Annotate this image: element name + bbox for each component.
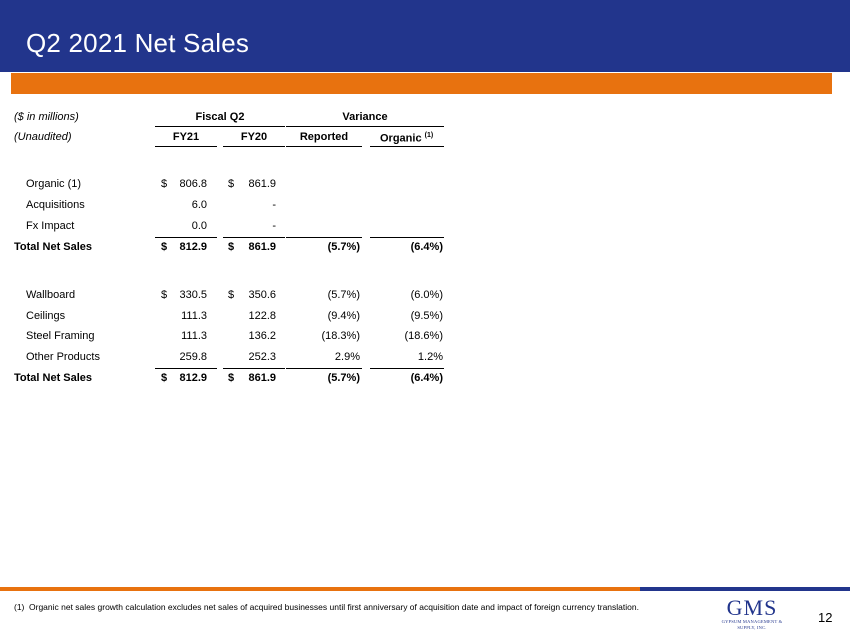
col-fy21-header: FY21 (172, 131, 200, 143)
col-reported-header: Reported (299, 131, 349, 143)
subtotal-line (223, 368, 285, 369)
variance-underline (286, 126, 444, 127)
reported-value: (18.3%) (321, 330, 360, 342)
subtotal-line (370, 237, 444, 238)
fy20-value: 122.8 (248, 310, 276, 322)
row-label: Fx Impact (26, 220, 75, 232)
row-label: Organic (1) (26, 178, 82, 190)
logo-tagline: GYPSUM MANAGEMENT & SUPPLY, INC. (721, 619, 783, 630)
footnote-text: Organic net sales growth calculation exc… (29, 602, 639, 612)
logo-wordmark: GMS (726, 595, 778, 620)
organic-value: (6.4%) (410, 372, 443, 384)
col-organic-footnote-ref: (1) (424, 132, 434, 139)
gms-logo: GMS GYPSUM MANAGEMENT & SUPPLY, INC. (712, 595, 792, 631)
col-fy20-header: FY20 (240, 131, 268, 143)
row-label: Steel Framing (26, 330, 95, 342)
fiscal-q2-header: Fiscal Q2 (195, 111, 245, 123)
row-label: Total Net Sales (14, 241, 93, 253)
subtotal-line (155, 237, 217, 238)
fiscal-q2-underline (155, 126, 285, 127)
currency-symbol: $ (228, 372, 235, 384)
page-number: 12 (818, 610, 833, 625)
fy20-value: - (272, 199, 276, 211)
organic-value: (6.0%) (410, 289, 443, 301)
subtotal-line (155, 368, 217, 369)
fy20-value: 350.6 (248, 289, 276, 301)
fy21-value: 812.9 (179, 372, 207, 384)
col-reported-underline (286, 146, 362, 147)
reported-value: (5.7%) (327, 241, 360, 253)
fy21-value: 259.8 (179, 351, 207, 363)
units-label: ($ in millions) (14, 111, 79, 123)
row-label: Acquisitions (26, 199, 85, 211)
organic-value: (9.5%) (410, 310, 443, 322)
fy21-value: 111.3 (181, 310, 207, 322)
footnote-marker: (1) (14, 602, 25, 612)
currency-symbol: $ (228, 178, 235, 190)
fy21-value: 6.0 (191, 199, 207, 211)
fy20-value: 861.9 (248, 178, 276, 190)
page-title: Q2 2021 Net Sales (26, 28, 250, 58)
organic-value: 1.2% (417, 351, 443, 363)
accent-bar (11, 73, 832, 94)
currency-symbol: $ (161, 289, 168, 301)
fy21-value: 812.9 (179, 241, 207, 253)
reported-value: (5.7%) (327, 372, 360, 384)
fy20-value: 136.2 (248, 330, 276, 342)
col-organic-underline (370, 146, 444, 147)
currency-symbol: $ (161, 178, 168, 190)
col-fy20-underline (223, 146, 285, 147)
fy20-value: - (272, 220, 276, 232)
currency-symbol: $ (228, 241, 235, 253)
subtotal-line (370, 368, 444, 369)
reported-value: (9.4%) (327, 310, 360, 322)
header-bar (0, 0, 850, 72)
row-label: Ceilings (26, 310, 66, 322)
organic-value: (18.6%) (404, 330, 443, 342)
currency-symbol: $ (228, 289, 235, 301)
subtotal-line (223, 237, 285, 238)
row-label: Total Net Sales (14, 372, 93, 384)
col-organic-label: Organic (380, 132, 422, 145)
fy20-value: 861.9 (248, 241, 276, 253)
row-label: Wallboard (26, 289, 76, 301)
subtotal-line (286, 368, 362, 369)
footer-bar-orange (0, 587, 640, 591)
reported-value: 2.9% (334, 351, 360, 363)
footer-bar-blue (640, 587, 850, 591)
currency-symbol: $ (161, 372, 168, 384)
row-label: Other Products (26, 351, 100, 363)
reported-value: (5.7%) (327, 289, 360, 301)
variance-header: Variance (342, 111, 388, 123)
subtotal-line (286, 237, 362, 238)
col-fy21-underline (155, 146, 217, 147)
fy21-value: 330.5 (179, 289, 207, 301)
fy21-value: 0.0 (191, 220, 207, 232)
unaudited-label: (Unaudited) (14, 131, 72, 143)
fy20-value: 861.9 (248, 372, 276, 384)
fy21-value: 111.3 (181, 330, 207, 342)
fy20-value: 252.3 (248, 351, 276, 363)
fy21-value: 806.8 (179, 178, 207, 190)
currency-symbol: $ (161, 241, 168, 253)
col-organic-header: Organic (1) (380, 129, 433, 146)
organic-value: (6.4%) (410, 241, 443, 253)
